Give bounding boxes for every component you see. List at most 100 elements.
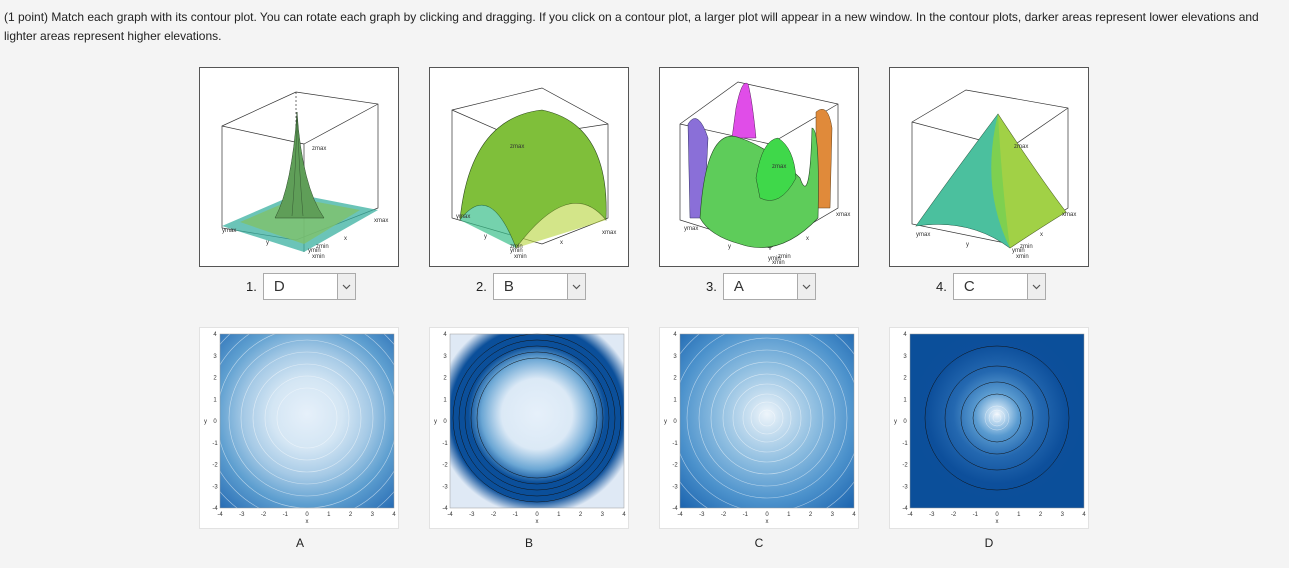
label-xmin: xmin xyxy=(312,254,325,260)
x-tick-label: 2 xyxy=(579,512,583,518)
x-tick-label: -1 xyxy=(513,512,519,518)
y-tick-label: -1 xyxy=(672,441,678,447)
y-tick-label: 2 xyxy=(213,376,217,382)
label-zmin: zmin xyxy=(778,254,791,260)
y-tick-label: -2 xyxy=(672,463,678,469)
y-tick-label: -4 xyxy=(442,506,448,512)
y-tick-label: -3 xyxy=(672,484,678,490)
select-value: B xyxy=(503,278,514,295)
select-value: A xyxy=(733,278,744,295)
y-axis-label: y xyxy=(204,419,207,425)
x-axis-label: x xyxy=(306,519,309,525)
label-zmin: zmin xyxy=(510,244,523,250)
y-tick-label: 4 xyxy=(443,332,447,338)
answer-row-1: 1. D xyxy=(246,273,356,300)
graph-3-surface[interactable]: zmax xmax ymax y x zmin ymin xmin xyxy=(659,67,859,267)
plot-frame xyxy=(679,333,855,509)
x-tick-label: 2 xyxy=(349,512,353,518)
y-tick-label: 2 xyxy=(673,376,677,382)
y-tick-label: 3 xyxy=(673,354,677,360)
contour-label-c: C xyxy=(754,536,764,550)
answer-select-3[interactable]: A xyxy=(722,273,816,300)
x-tick-label: 1 xyxy=(787,512,791,518)
y-tick-label: -3 xyxy=(212,484,218,490)
label-xmax: xmax xyxy=(374,218,388,224)
x-tick-label: -3 xyxy=(469,512,475,518)
y-tick-label: 1 xyxy=(673,397,677,403)
contour-plot-d[interactable]: -4 -4 -3 -3 -2 -2 -1 -1 0 0 1 1 2 2 3 3 4 4 x y xyxy=(889,327,1089,529)
x-tick-label: -2 xyxy=(491,512,497,518)
contour-label-a: A xyxy=(295,536,304,550)
label-x: x xyxy=(344,236,347,242)
contour-plot-c[interactable]: -4 -4 -3 -3 -2 -2 -1 -1 0 0 1 1 2 2 3 3 4 4 x y xyxy=(659,327,859,529)
answer-select-4[interactable]: C xyxy=(952,273,1046,300)
select-value: D xyxy=(273,278,285,295)
chevron-down-icon[interactable] xyxy=(796,274,815,299)
label-zmax: zmax xyxy=(1014,144,1028,150)
x-axis-label: x xyxy=(766,519,769,525)
y-tick-label: -1 xyxy=(442,441,448,447)
x-tick-label: -3 xyxy=(239,512,245,518)
answer-select-2[interactable]: B xyxy=(492,273,586,300)
y-tick-label: 1 xyxy=(213,397,217,403)
x-tick-label: 0 xyxy=(765,512,769,518)
x-tick-label: -4 xyxy=(677,512,683,518)
x-tick-label: 1 xyxy=(557,512,561,518)
graph-4-surface[interactable]: zmax xmax ymax y x zmin ymin xmin xyxy=(889,67,1089,267)
x-tick-label: -3 xyxy=(699,512,705,518)
label-xmin: xmin xyxy=(772,260,785,266)
contour-plot-b[interactable]: -4 -4 -3 -3 -2 -2 -1 -1 0 0 1 1 2 2 3 3 4 4 x y xyxy=(429,327,629,529)
y-tick-label: -3 xyxy=(442,484,448,490)
x-tick-label: -3 xyxy=(929,512,935,518)
label-zmax: zmax xyxy=(772,164,786,170)
contour-label-d: D xyxy=(984,536,994,550)
contour-axes-c: -4-4 -3 -3 -2 -2 -1 -1 0 0 1 1 2 2 3 3 4 4 x y xyxy=(664,332,856,525)
problem-statement: (1 point) Match each graph with its cont… xyxy=(4,10,1259,43)
label-ymax: ymax xyxy=(222,228,236,234)
y-tick-label: 3 xyxy=(443,354,447,360)
graph-1-surface[interactable]: zmax xmax ymax y x zmin ymin xmin xyxy=(199,67,399,267)
label-ymin: ymin xyxy=(510,248,523,254)
label-xmin: xmin xyxy=(1016,254,1029,260)
chevron-down-icon[interactable] xyxy=(336,274,355,299)
x-tick-label: 0 xyxy=(535,512,539,518)
y-tick-label: -2 xyxy=(212,463,218,469)
y-tick-label: 0 xyxy=(903,419,907,425)
answer-row-4: 4. C xyxy=(936,273,1046,300)
x-tick-label: -4 xyxy=(217,512,223,518)
select-value: C xyxy=(963,278,975,295)
x-tick-label: 0 xyxy=(995,512,999,518)
answer-number: 1. xyxy=(246,279,257,294)
label-zmin: zmin xyxy=(1020,244,1033,250)
contour-axes-b: -4-4 -3 -3 -2 -2 -1 -1 0 0 1 1 2 2 3 3 4 4 x y xyxy=(434,332,626,525)
label-xmin: xmin xyxy=(514,254,527,260)
y-tick-label: -4 xyxy=(212,506,218,512)
label-ymin: ymin xyxy=(1012,248,1025,254)
x-tick-label: -4 xyxy=(447,512,453,518)
y-tick-label: -1 xyxy=(212,441,218,447)
x-tick-label: 1 xyxy=(1017,512,1021,518)
graph-2-surface[interactable]: zmax xmax ymax y x zmin ymin xmin xyxy=(429,67,629,267)
plot-frame xyxy=(219,333,395,509)
y-tick-label: 2 xyxy=(903,376,907,382)
contour-axes-d: -4-4 -3 -3 -2 -2 -1 -1 0 0 1 1 2 2 3 3 4 4 x y xyxy=(894,332,1086,525)
label-zmin: zmin xyxy=(316,244,329,250)
label-ymax: ymax xyxy=(684,226,698,232)
y-axis-label: y xyxy=(894,419,897,425)
x-tick-label: 2 xyxy=(809,512,813,518)
contour-plot-a[interactable]: -4 -4 -3 -3 -2 -2 -1 -1 0 0 1 1 2 2 3 3 4 4 x y xyxy=(199,327,399,529)
y-tick-label: -2 xyxy=(902,463,908,469)
chevron-down-icon[interactable] xyxy=(566,274,585,299)
answer-row-2: 2. B xyxy=(476,273,586,300)
x-tick-label: 4 xyxy=(1082,512,1086,518)
x-tick-label: -1 xyxy=(973,512,979,518)
answer-select-1[interactable]: D xyxy=(262,273,356,300)
answer-number: 3. xyxy=(706,279,717,294)
chevron-down-icon[interactable] xyxy=(1026,274,1045,299)
y-tick-label: 3 xyxy=(213,354,217,360)
y-tick-label: 0 xyxy=(673,419,677,425)
contour-label-b: B xyxy=(524,536,533,550)
y-tick-label: 0 xyxy=(443,419,447,425)
x-tick-label: 4 xyxy=(622,512,626,518)
answer-row-3: 3. A xyxy=(706,273,816,300)
